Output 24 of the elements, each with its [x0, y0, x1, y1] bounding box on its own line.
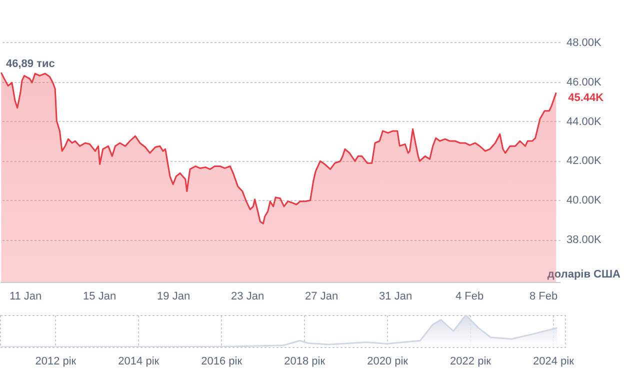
annotation: 46,89 тис	[6, 58, 55, 70]
y-axis-title: доларів США	[547, 268, 621, 280]
x-tick-label: 27 Jan	[305, 290, 338, 302]
x-tick-label: 2012 рік	[35, 356, 76, 368]
x-tick-label: 2014 рік	[118, 356, 160, 368]
y-tick-label: 46.00K	[566, 76, 602, 88]
x-tick-label: 2016 рік	[201, 356, 242, 368]
x-tick-label: 15 Jan	[83, 290, 116, 302]
y-tick-label: 44.00K	[566, 116, 602, 128]
y-tick-label: 38.00K	[566, 234, 602, 246]
y-tick-label: 42.00K	[566, 155, 602, 168]
x-tick-label: 11 Jan	[9, 290, 42, 302]
x-tick-label: 19 Jan	[157, 290, 190, 302]
y-tick-label: 40.00K	[566, 194, 602, 207]
x-tick-label: 2024 рік	[533, 356, 574, 368]
x-tick-label: 2020 рік	[367, 356, 408, 368]
annotation: 45.44K	[568, 92, 604, 104]
x-tick-label: 2022 рік	[450, 356, 492, 368]
x-tick-label: 31 Jan	[379, 290, 412, 302]
x-tick-label: 2018 рік	[284, 356, 326, 368]
y-tick-label: 48.00K	[566, 36, 602, 49]
x-tick-label: 8 Feb	[529, 290, 558, 302]
x-tick-label: 23 Jan	[231, 290, 264, 302]
x-tick-label: 4 Feb	[455, 290, 484, 302]
